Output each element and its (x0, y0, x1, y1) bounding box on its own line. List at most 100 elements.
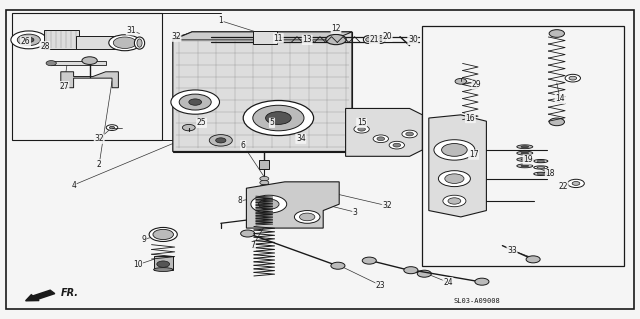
Bar (51, 61, 106, 65)
Circle shape (259, 199, 279, 209)
Circle shape (331, 262, 345, 269)
Ellipse shape (521, 165, 529, 167)
Circle shape (448, 198, 461, 204)
Text: 25: 25 (196, 118, 207, 127)
Text: 32: 32 (94, 134, 104, 143)
Circle shape (417, 270, 431, 277)
Polygon shape (173, 32, 352, 40)
Text: 23: 23 (376, 281, 386, 290)
Ellipse shape (534, 166, 548, 169)
Text: FR.: FR. (61, 288, 79, 298)
Circle shape (475, 278, 489, 285)
Ellipse shape (517, 145, 532, 149)
Circle shape (266, 112, 291, 124)
Circle shape (373, 135, 388, 143)
Text: 2: 2 (97, 160, 102, 169)
Text: 11: 11 (274, 34, 283, 43)
Text: 26: 26 (20, 37, 31, 46)
Circle shape (171, 90, 220, 114)
Text: SL03-A09008: SL03-A09008 (453, 299, 500, 304)
Circle shape (406, 132, 413, 136)
Circle shape (17, 34, 40, 46)
Circle shape (549, 118, 564, 126)
Text: 4: 4 (71, 181, 76, 189)
Bar (44, 30, 79, 49)
Text: 32: 32 (171, 32, 181, 41)
Text: 33: 33 (507, 246, 517, 255)
Circle shape (464, 117, 477, 124)
Text: 17: 17 (468, 150, 479, 159)
Ellipse shape (537, 173, 545, 175)
Circle shape (445, 174, 464, 183)
Ellipse shape (534, 160, 548, 163)
Circle shape (260, 192, 269, 197)
Circle shape (182, 124, 195, 131)
Circle shape (209, 135, 232, 146)
Text: 9: 9 (141, 235, 147, 244)
Text: 22: 22 (559, 182, 568, 191)
Circle shape (326, 34, 346, 45)
Circle shape (354, 125, 369, 133)
Ellipse shape (537, 160, 545, 162)
Circle shape (260, 176, 269, 181)
Circle shape (251, 195, 287, 213)
Text: 8: 8 (237, 197, 243, 205)
Ellipse shape (134, 37, 145, 49)
Circle shape (443, 195, 466, 207)
Circle shape (362, 257, 376, 264)
Text: 19: 19 (523, 155, 533, 164)
Ellipse shape (534, 172, 548, 175)
Circle shape (241, 230, 255, 237)
Ellipse shape (521, 152, 529, 154)
Polygon shape (346, 108, 422, 156)
Polygon shape (61, 72, 118, 88)
Text: 12: 12 (332, 24, 340, 33)
Ellipse shape (154, 268, 173, 271)
Text: 21: 21 (370, 35, 379, 44)
Ellipse shape (365, 38, 371, 41)
Circle shape (568, 179, 584, 188)
Circle shape (260, 188, 269, 193)
Ellipse shape (137, 39, 142, 47)
Ellipse shape (364, 36, 372, 43)
Circle shape (402, 130, 417, 138)
Text: 18: 18 (546, 169, 555, 178)
Circle shape (109, 126, 115, 129)
Circle shape (189, 99, 202, 105)
Circle shape (442, 144, 467, 156)
Circle shape (358, 127, 365, 131)
Polygon shape (429, 115, 486, 217)
Ellipse shape (517, 158, 532, 161)
Circle shape (549, 30, 564, 37)
Circle shape (157, 261, 170, 267)
Ellipse shape (521, 146, 529, 148)
Text: 34: 34 (296, 134, 306, 143)
Bar (259, 160, 269, 169)
Text: 14: 14 (555, 94, 565, 103)
Text: 3: 3 (353, 208, 358, 217)
Circle shape (109, 35, 141, 51)
Circle shape (572, 182, 580, 185)
Text: 32: 32 (382, 201, 392, 210)
Circle shape (11, 31, 47, 49)
Bar (422, 26, 624, 266)
Circle shape (438, 171, 470, 187)
Circle shape (404, 267, 418, 274)
Circle shape (260, 181, 269, 185)
Circle shape (455, 78, 467, 84)
Circle shape (565, 74, 580, 82)
Text: 6: 6 (241, 141, 246, 150)
Circle shape (149, 227, 177, 241)
Text: 7: 7 (250, 241, 255, 250)
Circle shape (113, 37, 136, 48)
Circle shape (253, 105, 304, 131)
Polygon shape (246, 182, 339, 228)
Bar (76, 36, 133, 49)
Circle shape (389, 141, 404, 149)
Circle shape (260, 184, 269, 189)
Text: 5: 5 (269, 118, 275, 127)
Circle shape (106, 125, 118, 130)
Text: 1: 1 (218, 16, 223, 25)
Circle shape (377, 137, 385, 141)
Text: 16: 16 (465, 114, 476, 122)
